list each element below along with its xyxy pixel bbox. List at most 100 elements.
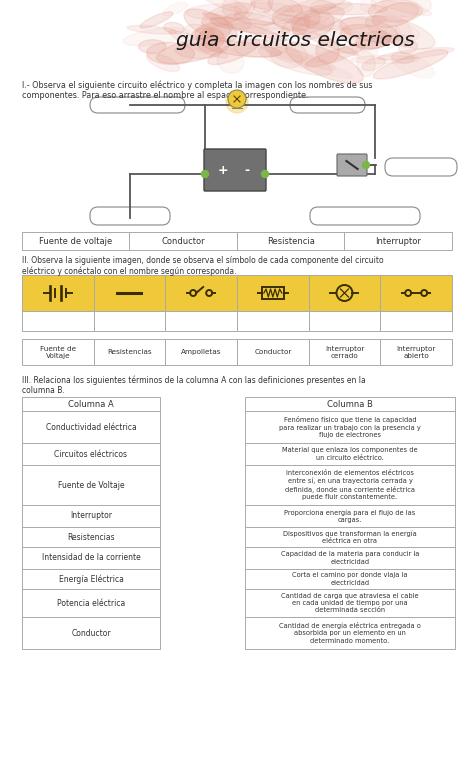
Text: interconexión de elementos eléctricos
entre sí, en una trayectoria cerrada y
def: interconexión de elementos eléctricos en… [285,470,415,499]
Ellipse shape [273,5,320,31]
Ellipse shape [391,52,435,78]
Ellipse shape [235,0,271,19]
FancyBboxPatch shape [165,311,237,331]
Text: Corta el camino por donde viaja la
electricidad: Corta el camino por donde viaja la elect… [292,573,408,586]
FancyBboxPatch shape [237,311,309,331]
Ellipse shape [365,16,435,49]
FancyBboxPatch shape [245,569,455,589]
Circle shape [262,170,268,177]
FancyBboxPatch shape [245,397,455,411]
FancyBboxPatch shape [204,149,266,191]
Ellipse shape [164,23,184,33]
FancyBboxPatch shape [309,339,380,365]
Ellipse shape [210,18,290,34]
FancyBboxPatch shape [165,275,237,311]
Ellipse shape [360,0,376,12]
Text: Material que enlaza los componentes de
un circuito eléctrico.: Material que enlaza los componentes de u… [282,447,418,461]
FancyBboxPatch shape [380,339,452,365]
Ellipse shape [282,7,344,35]
Text: Fuente de voltaje: Fuente de voltaje [39,237,112,246]
Text: Columna A: Columna A [68,399,114,408]
Ellipse shape [123,27,190,46]
FancyBboxPatch shape [22,505,160,527]
Ellipse shape [146,43,194,65]
Ellipse shape [316,39,339,63]
FancyBboxPatch shape [337,154,367,176]
FancyBboxPatch shape [245,589,455,617]
Ellipse shape [186,4,241,19]
FancyBboxPatch shape [22,569,160,589]
Ellipse shape [224,14,251,30]
Ellipse shape [302,48,357,62]
Ellipse shape [326,2,352,12]
FancyBboxPatch shape [22,589,160,617]
Ellipse shape [169,30,228,58]
Ellipse shape [356,31,392,50]
Text: Resistencia: Resistencia [267,237,315,246]
Ellipse shape [197,28,224,52]
Circle shape [337,285,353,301]
FancyBboxPatch shape [245,465,455,505]
Text: Circuitos eléctricos: Circuitos eléctricos [55,450,128,458]
Ellipse shape [270,46,302,68]
FancyBboxPatch shape [94,275,165,311]
Ellipse shape [263,36,308,62]
Ellipse shape [251,0,273,13]
Ellipse shape [382,25,401,48]
Ellipse shape [350,55,419,64]
FancyBboxPatch shape [94,311,165,331]
Text: Dispositivos que transforman la energía
eléctrica en otra: Dispositivos que transforman la energía … [283,530,417,544]
FancyBboxPatch shape [245,505,455,527]
FancyBboxPatch shape [90,97,185,113]
Text: Intensidad de la corriente: Intensidad de la corriente [42,553,140,562]
Ellipse shape [201,0,248,13]
Ellipse shape [372,2,419,27]
Ellipse shape [372,0,431,17]
Ellipse shape [378,47,455,60]
Text: Conductividad eléctrica: Conductividad eléctrica [46,422,137,432]
FancyBboxPatch shape [22,411,160,443]
Text: Columna B: Columna B [327,399,373,408]
Ellipse shape [208,39,260,65]
Ellipse shape [336,35,406,54]
Text: Conductor: Conductor [162,237,205,246]
FancyBboxPatch shape [22,232,129,250]
FancyBboxPatch shape [165,339,237,365]
FancyBboxPatch shape [380,275,452,311]
Text: Capacidad de la materia para conducir la
electricidad: Capacidad de la materia para conducir la… [281,552,419,565]
FancyBboxPatch shape [345,232,452,250]
Ellipse shape [251,0,336,12]
Ellipse shape [338,16,419,43]
Ellipse shape [204,41,281,57]
Ellipse shape [392,53,414,64]
Text: Fuente de Voltaje: Fuente de Voltaje [58,481,124,489]
Ellipse shape [185,24,226,44]
Ellipse shape [395,19,411,47]
Text: Interruptor: Interruptor [70,511,112,520]
Text: II. Observa la siguiente imagen, donde se observa el símbolo de cada componente : II. Observa la siguiente imagen, donde s… [22,256,383,276]
Text: I.- Observa el siguiente circuito eléctrico y completa la imagen con los nombres: I.- Observa el siguiente circuito eléctr… [22,80,373,100]
Text: Fuente de
Voltaje: Fuente de Voltaje [40,345,76,359]
Text: Fenómeno físico que tiene la capacidad
para realizar un trabajo con la presencia: Fenómeno físico que tiene la capacidad p… [279,416,421,438]
Text: +: + [218,163,228,177]
Text: III. Relaciona los siguientes términos de la columna A con las definiciones pres: III. Relaciona los siguientes términos d… [22,375,366,395]
FancyBboxPatch shape [22,311,94,331]
FancyBboxPatch shape [22,465,160,505]
Ellipse shape [399,40,417,54]
Ellipse shape [310,4,387,15]
FancyBboxPatch shape [262,287,284,299]
Text: Resistencias: Resistencias [67,532,115,541]
Ellipse shape [191,28,214,39]
Ellipse shape [373,50,448,79]
FancyBboxPatch shape [309,275,380,311]
Ellipse shape [222,0,255,20]
Ellipse shape [184,9,237,41]
Ellipse shape [266,51,352,78]
Ellipse shape [268,0,302,16]
Ellipse shape [163,2,187,16]
FancyBboxPatch shape [245,547,455,569]
Ellipse shape [272,0,350,24]
Ellipse shape [268,14,355,34]
FancyBboxPatch shape [129,232,237,250]
Ellipse shape [201,2,250,27]
